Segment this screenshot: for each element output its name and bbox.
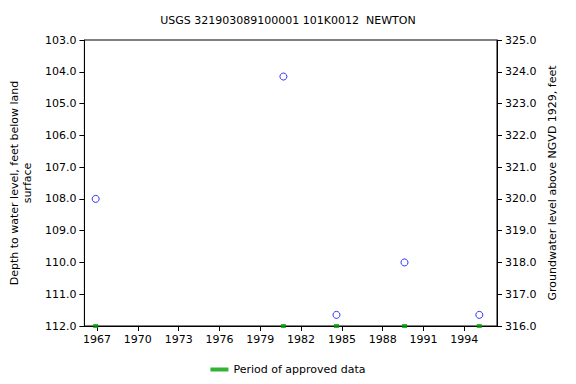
svg-text:103.0: 103.0 <box>45 34 77 47</box>
svg-text:325.0: 325.0 <box>505 34 537 47</box>
svg-text:319.0: 319.0 <box>505 224 537 237</box>
svg-text:1973: 1973 <box>165 333 193 346</box>
svg-text:107.0: 107.0 <box>45 161 77 174</box>
svg-text:1979: 1979 <box>246 333 274 346</box>
svg-text:USGS 321903089100001 101K0012: USGS 321903089100001 101K0012 NEWTON <box>160 14 415 27</box>
svg-text:1985: 1985 <box>328 333 356 346</box>
svg-text:1976: 1976 <box>205 333 233 346</box>
svg-text:322.0: 322.0 <box>505 129 537 142</box>
svg-text:320.0: 320.0 <box>505 192 537 205</box>
svg-text:1982: 1982 <box>287 333 315 346</box>
svg-text:1967: 1967 <box>83 333 111 346</box>
svg-text:324.0: 324.0 <box>505 65 537 78</box>
svg-text:Depth to water level, feet bel: Depth to water level, feet below land <box>8 81 21 286</box>
svg-text:1970: 1970 <box>124 333 152 346</box>
svg-text:109.0: 109.0 <box>45 224 77 237</box>
svg-text:323.0: 323.0 <box>505 97 537 110</box>
svg-text:surface: surface <box>21 162 34 203</box>
svg-text:317.0: 317.0 <box>505 288 537 301</box>
svg-text:111.0: 111.0 <box>45 288 77 301</box>
svg-text:Groundwater level above NGVD 1: Groundwater level above NGVD 1929, feet <box>546 65 559 301</box>
svg-text:1994: 1994 <box>450 333 478 346</box>
svg-text:104.0: 104.0 <box>45 65 77 78</box>
svg-text:106.0: 106.0 <box>45 129 77 142</box>
svg-text:112.0: 112.0 <box>45 320 77 333</box>
svg-text:318.0: 318.0 <box>505 256 537 269</box>
svg-text:1988: 1988 <box>369 333 397 346</box>
svg-text:110.0: 110.0 <box>45 256 77 269</box>
svg-text:105.0: 105.0 <box>45 97 77 110</box>
svg-text:316.0: 316.0 <box>505 320 537 333</box>
svg-text:108.0: 108.0 <box>45 192 77 205</box>
svg-text:1991: 1991 <box>410 333 438 346</box>
svg-text:Period of approved data: Period of approved data <box>233 363 365 376</box>
svg-text:321.0: 321.0 <box>505 161 537 174</box>
